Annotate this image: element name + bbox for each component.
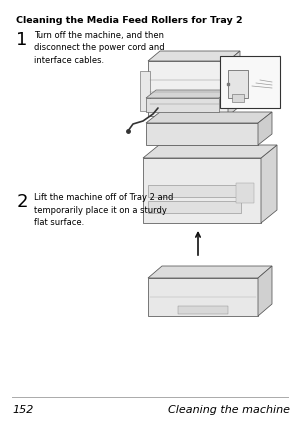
Bar [146, 124, 258, 146]
Text: 2: 2 [16, 193, 28, 210]
Polygon shape [258, 266, 272, 316]
Text: Lift the machine off of Tray 2 and
temporarily place it on a sturdy
flat surface: Lift the machine off of Tray 2 and tempo… [34, 193, 174, 227]
Bar [232, 95, 244, 103]
Text: Turn off the machine, and then
disconnect the power cord and
interface cables.: Turn off the machine, and then disconnec… [34, 31, 165, 65]
Polygon shape [146, 91, 229, 99]
Polygon shape [148, 52, 240, 62]
Bar [143, 158, 261, 224]
Polygon shape [143, 146, 277, 158]
Bar [148, 201, 241, 213]
Bar [178, 306, 228, 314]
Bar [148, 186, 241, 198]
Polygon shape [261, 146, 277, 224]
Bar [228, 71, 248, 99]
Polygon shape [148, 266, 272, 278]
Polygon shape [258, 113, 272, 146]
Bar [146, 99, 219, 113]
Text: 152: 152 [12, 404, 33, 414]
Text: Cleaning the Media Feed Rollers for Tray 2: Cleaning the Media Feed Rollers for Tray… [16, 16, 243, 25]
Bar [140, 72, 150, 112]
Text: Cleaning the machine: Cleaning the machine [167, 404, 290, 414]
Text: 1: 1 [16, 31, 28, 49]
Bar [148, 278, 258, 316]
Polygon shape [228, 52, 240, 117]
Bar [220, 57, 280, 109]
Bar [148, 62, 228, 117]
Bar [236, 184, 254, 204]
Polygon shape [146, 113, 272, 124]
